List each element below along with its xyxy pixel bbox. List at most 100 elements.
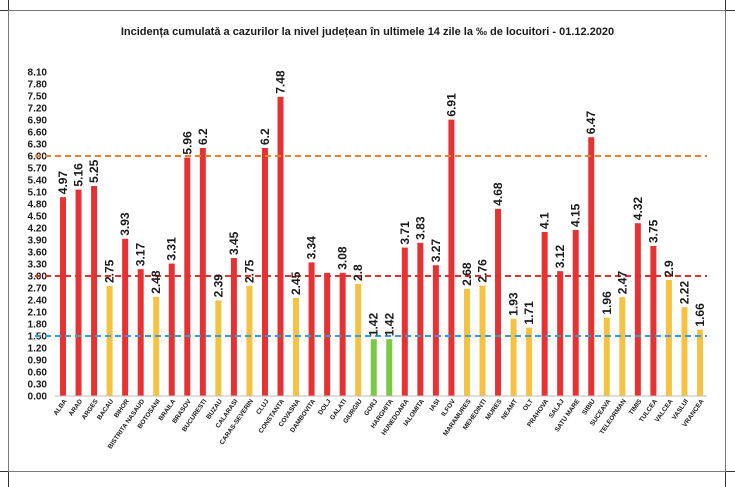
bar [572,230,579,396]
bar-value-label: 3.83 [413,216,427,240]
bar-value-label: 2.75 [242,259,256,283]
bar-value-label: 2.9 [662,260,676,277]
bar-value-label: 4.97 [56,171,70,195]
bar [634,223,641,396]
bar [650,246,657,396]
bar [463,288,470,396]
bar-value-label: 3.45 [227,231,241,255]
bar [432,265,439,396]
bar-value-label: 1.71 [522,301,536,325]
y-tick-label: 4.20 [28,224,48,235]
bar [246,286,253,396]
crop-mark [0,10,8,11]
y-tick-label: 7.80 [28,80,48,91]
bar [588,137,595,396]
crop-mark [725,472,726,487]
bar-value-label: 3.17 [134,243,148,267]
y-tick-label: 0.30 [28,380,48,391]
bar-value-label: 5.25 [87,159,101,183]
bar [417,242,424,396]
y-tick-label: 4.50 [28,212,48,223]
y-tick-label: 0.90 [28,356,48,367]
bar-value-label: 1.66 [693,303,707,327]
bar-value-label: 7.48 [274,70,288,94]
bar [697,329,703,396]
y-tick-label: 5.10 [28,188,48,199]
bar-value-label: 3.31 [165,237,179,261]
crop-mark [8,472,9,487]
bar-value-label: 2.45 [289,271,303,295]
crop-mark [726,10,735,11]
y-tick-label: 3.60 [28,248,48,259]
category-label: OLT [522,398,535,412]
bar [168,263,175,396]
bar [215,300,222,396]
crop-mark [726,471,735,472]
bar-value-label: 2.39 [211,274,225,298]
bar [91,186,98,396]
y-tick-label: 7.50 [28,92,48,103]
bar-value-label: 3.12 [553,245,567,269]
bar-value-label: 2.75 [103,259,117,283]
bar [557,271,564,396]
bar-value-label: 5.16 [72,163,86,187]
bar [153,296,160,396]
bar-value-label: 6.47 [584,111,598,135]
bar [60,197,66,396]
y-tick-label: 5.70 [28,164,48,175]
y-tick-label: 1.20 [28,344,48,355]
y-tick-label: 0.00 [28,392,48,403]
bar [324,272,331,396]
y-tick-label: 4.80 [28,200,48,211]
bar [448,119,455,396]
bar-value-label: 2.8 [351,264,365,281]
y-tick-label: 2.40 [28,296,48,307]
bar-value-label: 4.1 [538,212,552,229]
bar [277,96,284,397]
category-label: ALBA [53,398,69,417]
bar [665,280,672,396]
bar-value-label: 6.91 [444,93,458,117]
y-tick-label: 6.90 [28,116,48,127]
y-tick-label: 5.40 [28,176,48,187]
y-tick-label: 6.60 [28,128,48,139]
bar [199,148,206,396]
bar-value-label: 1.42 [382,313,396,337]
bar [106,286,113,396]
bar-value-label: 3.08 [336,246,350,270]
bar-value-label: 1.96 [600,291,614,315]
bar [370,339,377,396]
chart-title: Incidența cumulată a cazurilor la nivel … [120,26,615,38]
y-tick-label: 2.70 [28,284,48,295]
category-label: IASI [429,398,442,413]
bar-value-label: 3.27 [429,239,443,263]
bar-value-label: 3.75 [646,219,660,243]
bar-value-label: 2.76 [475,259,489,283]
bar-value-label: 4.32 [631,197,645,221]
bar-value-label: 6.2 [258,128,272,145]
y-tick-label: 8.10 [28,68,48,79]
crop-mark [8,0,9,10]
bar [293,298,300,396]
bar [75,189,82,396]
bar-value-label: 4.68 [491,182,505,206]
bar [495,208,502,396]
y-tick-label: 1.80 [28,320,48,331]
bar [355,284,362,396]
bar-value-label: 3.71 [398,221,412,245]
bar [230,258,237,396]
bar-value-label: 2.22 [677,281,691,305]
bar [479,285,486,396]
category-label: NEAMT [500,398,519,421]
bar-value-label: 2.48 [149,270,163,294]
y-tick-label: 2.10 [28,308,48,319]
bar-value-label: 1.93 [507,292,521,316]
y-tick-label: 0.60 [28,368,48,379]
bar-value-label: 6.2 [196,128,210,145]
bar [339,272,346,396]
crop-mark [0,471,8,472]
bar [261,148,268,396]
y-tick-label: 6.30 [28,140,48,151]
bar [137,269,144,396]
